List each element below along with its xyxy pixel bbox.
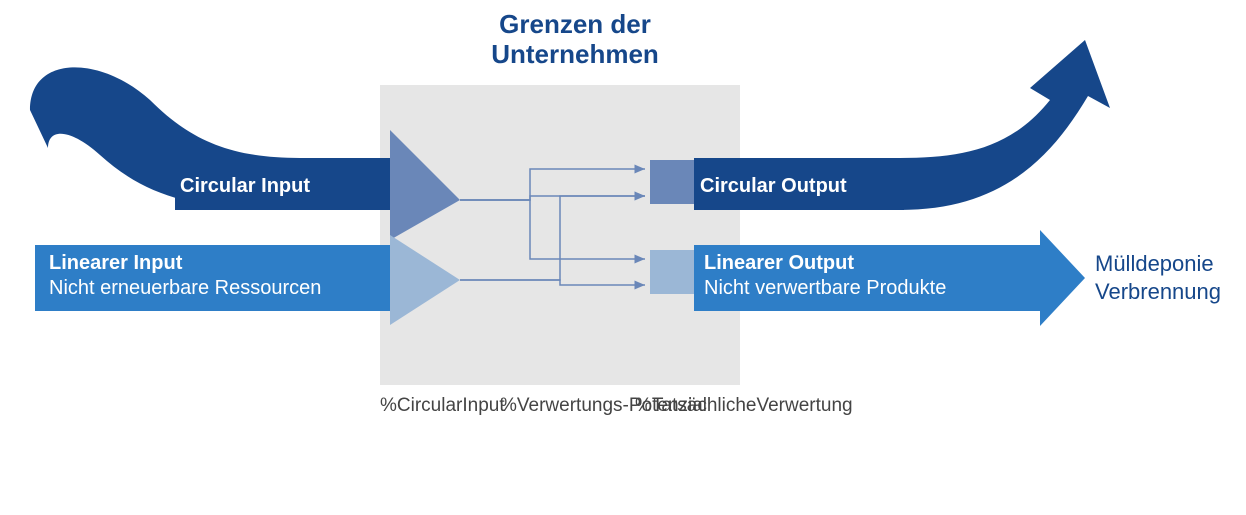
input-triangle-bottom: [390, 235, 460, 325]
circular-input-label: Circular Input: [180, 175, 310, 198]
col1-l1: %: [380, 395, 397, 417]
connector-lines: [460, 169, 645, 285]
linear-input-labelbox: Linearer Input Nicht erneuerbare Ressour…: [35, 245, 390, 311]
linear-output-sub: Nicht verwertbare Produkte: [704, 276, 1011, 301]
linear-output-title: Linearer Output: [704, 251, 1011, 276]
col1-l3: Input: [462, 395, 504, 417]
col1-l2: Circular: [397, 395, 462, 417]
col3-l2: Tatsächliche: [652, 395, 757, 417]
title-line2: Unternehmen: [491, 39, 659, 69]
linear-input-sub: Nicht erneuerbare Ressourcen: [49, 276, 376, 301]
output-square-top: [650, 160, 694, 204]
circular-output-arrow: [900, 40, 1110, 210]
right-label-1: Mülldeponie: [1095, 250, 1221, 278]
title-line1: Grenzen der: [499, 9, 651, 39]
bottom-label-potential: % Verwertungs- Potenzial: [500, 395, 640, 417]
circular-output-label: Circular Output: [700, 175, 847, 198]
linear-output-arrowhead: [1040, 230, 1085, 326]
col3-l1: %: [635, 395, 652, 417]
output-square-bottom: [650, 250, 694, 294]
right-label-2: Verbrennung: [1095, 278, 1221, 306]
col3-l3: Verwertung: [756, 395, 852, 417]
col2-l1: %: [500, 395, 517, 417]
bottom-label-actual: % Tatsächliche Verwertung: [635, 395, 765, 417]
linear-input-title: Linearer Input: [49, 251, 376, 276]
bottom-label-circular-input: % Circular Input: [380, 395, 500, 417]
right-destination-labels: Mülldeponie Verbrennung: [1095, 250, 1221, 305]
diagram-title: Grenzen der Unternehmen: [420, 10, 730, 70]
col2-l2: Verwertungs-: [517, 395, 629, 417]
linear-output-labelbox: Linearer Output Nicht verwertbare Produk…: [690, 245, 1025, 311]
input-triangle-top: [390, 130, 460, 240]
